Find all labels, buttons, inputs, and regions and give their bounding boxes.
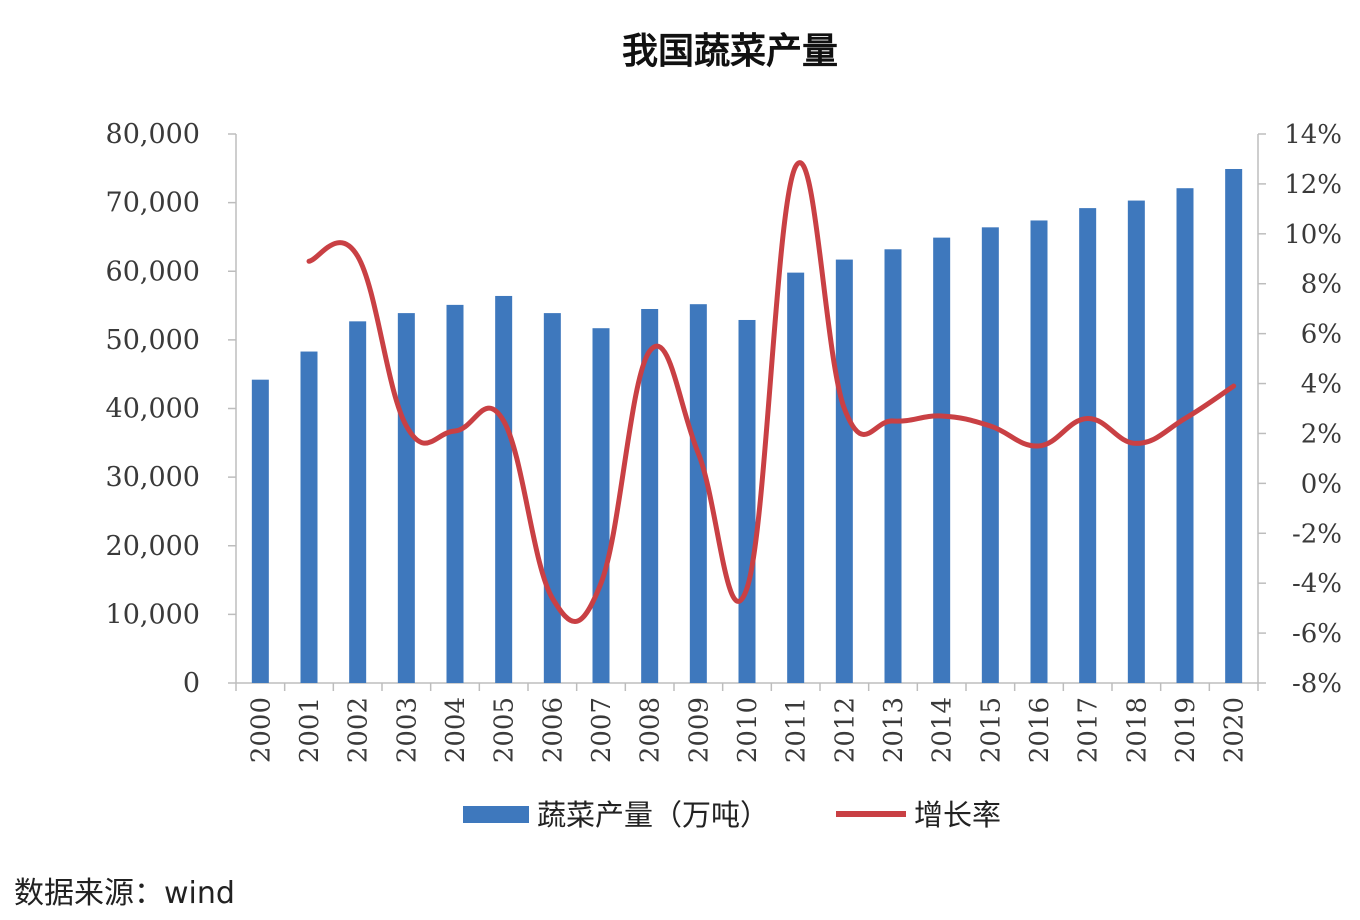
legend-line-label: 增长率 <box>914 798 1001 832</box>
bar <box>981 227 999 683</box>
y-right-tick-label: 6% <box>1301 320 1342 350</box>
bar <box>1225 168 1243 683</box>
bar <box>933 237 951 683</box>
x-tick-label: 2005 <box>490 697 520 763</box>
x-tick-label: 2013 <box>879 697 909 763</box>
x-tick-label: 2002 <box>344 697 374 763</box>
x-tick-label: 2001 <box>295 697 325 763</box>
bar <box>495 295 513 683</box>
bar <box>1079 208 1097 684</box>
bar <box>446 304 464 683</box>
bar <box>543 313 561 683</box>
y-left-tick-label: 40,000 <box>106 394 200 425</box>
y-right-tick-label: 10% <box>1284 220 1342 250</box>
bar <box>1030 220 1048 683</box>
bar <box>689 304 707 683</box>
bar <box>349 321 367 683</box>
x-tick-label: 2014 <box>928 697 958 763</box>
y-right-tick-label: -6% <box>1292 619 1342 649</box>
bar <box>787 272 805 683</box>
y-right-tick-label: 4% <box>1301 370 1342 400</box>
x-tick-label: 2019 <box>1171 697 1201 763</box>
y-right-tick-label: -8% <box>1292 669 1342 699</box>
bar <box>1176 188 1194 683</box>
y-right-tick-label: 12% <box>1284 170 1342 200</box>
y-left-tick-label: 70,000 <box>106 188 200 219</box>
y-left-tick-label: 50,000 <box>106 325 200 356</box>
y-left-tick-label: 60,000 <box>106 256 200 287</box>
y-right-tick-label: 2% <box>1301 419 1342 449</box>
legend: 蔬菜产量（万吨） 增长率 <box>463 798 1001 832</box>
x-tick-label: 2016 <box>1025 697 1055 763</box>
bar-series <box>251 168 1243 684</box>
y-left-tick-label: 20,000 <box>106 531 200 562</box>
x-tick-label: 2003 <box>392 697 422 763</box>
bar <box>300 351 318 683</box>
y-left-tick-label: 80,000 <box>106 119 200 150</box>
x-tick-label: 2000 <box>246 697 276 763</box>
bar <box>835 259 853 683</box>
legend-bar-swatch <box>463 806 529 823</box>
bar <box>397 313 415 683</box>
tick-labels: 0 10,000 20,000 30,000 40,000 50,000 60,000 70,… <box>106 119 1342 763</box>
chart-title: 我国蔬菜产量 <box>621 31 838 72</box>
x-tick-label: 2007 <box>587 697 617 763</box>
legend-bar-label: 蔬菜产量（万吨） <box>537 798 769 832</box>
data-source-note: 数据来源：wind <box>14 876 235 911</box>
y-right-tick-label: 14% <box>1284 120 1342 150</box>
y-right-tick-label: -2% <box>1292 519 1342 549</box>
x-tick-label: 2017 <box>1074 697 1104 763</box>
x-tick-label: 2020 <box>1220 697 1250 763</box>
y-left-tick-label: 10,000 <box>106 599 200 630</box>
x-tick-label: 2011 <box>782 697 812 763</box>
x-tick-label: 2015 <box>976 697 1006 763</box>
bar <box>641 308 659 683</box>
y-right-tick-label: 0% <box>1301 469 1342 499</box>
x-tick-label: 2009 <box>684 697 714 763</box>
bar <box>884 249 902 684</box>
y-left-tick-label: 30,000 <box>106 462 200 493</box>
y-right-tick-label: -4% <box>1292 569 1342 599</box>
bar <box>251 379 269 683</box>
growth-rate-line <box>306 160 1237 624</box>
x-tick-label: 2008 <box>636 697 666 763</box>
bar <box>738 319 756 683</box>
bar <box>592 328 610 683</box>
x-tick-label: 2018 <box>1122 697 1152 763</box>
x-tick-label: 2012 <box>830 697 860 763</box>
line-series <box>306 160 1237 624</box>
x-tick-label: 2006 <box>538 697 568 763</box>
y-left-tick-label: 0 <box>183 668 200 699</box>
x-tick-label: 2004 <box>441 697 471 763</box>
y-right-tick-label: 8% <box>1301 270 1342 300</box>
x-tick-label: 2010 <box>733 697 763 763</box>
